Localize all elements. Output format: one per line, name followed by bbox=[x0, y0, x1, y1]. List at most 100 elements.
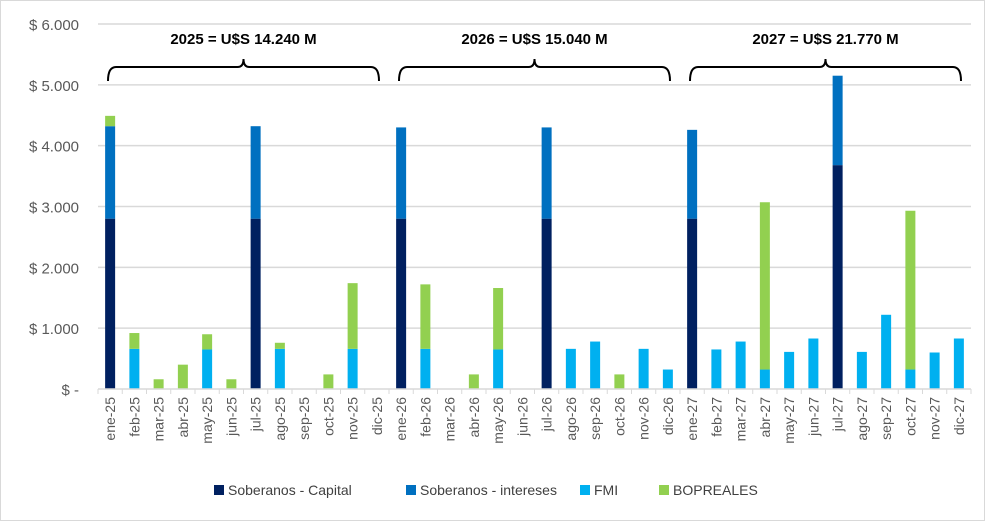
bar-bopreales-oct-26 bbox=[614, 374, 625, 389]
bar-fmi-feb-27 bbox=[711, 349, 722, 389]
x-tick-label: oct-27 bbox=[902, 397, 918, 436]
x-axis: ene-25 feb-25 mar-25 abr-25 may-25 jun-25 jul-… bbox=[97, 388, 972, 444]
bar-fmi-dic-27 bbox=[953, 338, 964, 389]
bar-fmi-jun-27 bbox=[808, 338, 819, 389]
x-tick-label: feb-26 bbox=[417, 397, 433, 437]
legend: Soberanos - Capital Soberanos - intereses… bbox=[214, 482, 758, 498]
x-tick-label: oct-25 bbox=[320, 397, 336, 436]
bar-bopreales-oct-25 bbox=[323, 374, 334, 389]
legend-swatch bbox=[214, 485, 224, 495]
legend-swatch bbox=[659, 485, 669, 495]
bar-soberanos-capital-jul-25 bbox=[250, 218, 261, 389]
bar-soberanos-intereses-ene-26 bbox=[396, 127, 407, 219]
bar-fmi-may-27 bbox=[784, 351, 795, 389]
bar-fmi-feb-26 bbox=[420, 348, 431, 389]
x-tick-label: feb-27 bbox=[708, 397, 724, 437]
bar-fmi-nov-25 bbox=[347, 348, 358, 389]
bar-bopreales-abr-26 bbox=[468, 374, 479, 389]
year-total-label: 2026 = U$S 15.040 M bbox=[461, 31, 607, 48]
bar-fmi-ago-27 bbox=[856, 351, 867, 389]
legend-swatch bbox=[406, 485, 416, 495]
x-tick-label: ene-26 bbox=[393, 397, 409, 441]
x-tick-label: mar-25 bbox=[151, 397, 167, 442]
x-tick-label: mar-27 bbox=[733, 397, 749, 442]
x-tick-label: dic-27 bbox=[951, 397, 967, 435]
year-bracket bbox=[107, 58, 380, 82]
x-tick-label: dic-25 bbox=[369, 397, 385, 435]
bar-soberanos-capital-jul-27 bbox=[832, 165, 843, 389]
bar-bopreales-ene-25 bbox=[105, 115, 116, 127]
x-tick-label: nov-25 bbox=[345, 397, 361, 440]
bar-bopreales-abr-27 bbox=[759, 202, 770, 370]
bar-soberanos-capital-ene-27 bbox=[687, 218, 698, 389]
x-tick-label: may-25 bbox=[199, 397, 215, 444]
bar-fmi-oct-27 bbox=[905, 369, 916, 389]
bar-bopreales-abr-25 bbox=[177, 364, 188, 389]
legend-swatch bbox=[580, 485, 590, 495]
x-tick-label: dic-26 bbox=[660, 397, 676, 435]
x-tick-label: abr-27 bbox=[757, 397, 773, 438]
bar-soberanos-intereses-ene-25 bbox=[105, 126, 116, 219]
bar-fmi-abr-27 bbox=[759, 369, 770, 389]
bar-soberanos-intereses-jul-26 bbox=[541, 127, 552, 219]
year-bracket bbox=[398, 58, 671, 82]
bar-bopreales-feb-26 bbox=[420, 284, 431, 349]
x-tick-label: jun-26 bbox=[514, 397, 530, 437]
bars bbox=[105, 75, 964, 389]
x-tick-label: abr-26 bbox=[466, 397, 482, 438]
bar-fmi-ago-25 bbox=[274, 348, 285, 389]
bar-bopreales-nov-25 bbox=[347, 283, 358, 349]
x-tick-label: ago-27 bbox=[854, 397, 870, 441]
x-tick-label: nov-27 bbox=[927, 397, 943, 440]
legend-label: FMI bbox=[594, 482, 618, 498]
y-tick-label: $ 1.000 bbox=[29, 321, 79, 338]
y-tick-label: $ 2.000 bbox=[29, 260, 79, 277]
x-tick-label: ene-27 bbox=[684, 397, 700, 441]
bar-soberanos-intereses-jul-27 bbox=[832, 75, 843, 166]
bar-fmi-sep-26 bbox=[590, 341, 601, 389]
x-tick-label: ene-25 bbox=[102, 397, 118, 441]
year-bracket bbox=[689, 58, 962, 82]
bar-fmi-may-26 bbox=[493, 349, 504, 389]
bar-bopreales-oct-27 bbox=[905, 210, 916, 370]
bar-soberanos-capital-jul-26 bbox=[541, 218, 552, 389]
bar-fmi-nov-26 bbox=[638, 348, 649, 389]
bar-fmi-may-25 bbox=[202, 349, 213, 389]
bar-bopreales-mar-25 bbox=[153, 379, 164, 389]
bar-fmi-nov-27 bbox=[929, 352, 940, 389]
x-tick-label: nov-26 bbox=[636, 397, 652, 440]
x-tick-label: mar-26 bbox=[442, 397, 458, 442]
x-tick-label: sep-27 bbox=[878, 397, 894, 440]
y-tick-label: $ 5.000 bbox=[29, 78, 79, 95]
bar-fmi-feb-25 bbox=[129, 348, 140, 389]
bar-soberanos-intereses-ene-27 bbox=[687, 129, 698, 219]
y-tick-label: $ 6.000 bbox=[29, 17, 79, 34]
x-tick-label: may-26 bbox=[490, 397, 506, 444]
x-tick-label: jun-25 bbox=[223, 397, 239, 437]
bar-soberanos-intereses-jul-25 bbox=[250, 126, 261, 219]
x-tick-label: jul-27 bbox=[830, 397, 846, 432]
bar-soberanos-capital-ene-26 bbox=[396, 218, 407, 389]
year-total-label: 2027 = U$S 21.770 M bbox=[752, 31, 898, 48]
year-annotations: 2025 = U$S 14.240 M 2026 = U$S 15.040 M 20… bbox=[107, 31, 962, 82]
x-tick-label: ago-25 bbox=[272, 397, 288, 441]
x-tick-label: jul-25 bbox=[248, 397, 264, 432]
year-total-label: 2025 = U$S 14.240 M bbox=[170, 31, 316, 48]
y-tick-label: $ - bbox=[61, 382, 79, 399]
y-tick-label: $ 4.000 bbox=[29, 139, 79, 156]
bar-fmi-mar-27 bbox=[735, 341, 746, 389]
legend-label: BOPREALES bbox=[673, 482, 758, 498]
x-tick-label: sep-26 bbox=[587, 397, 603, 440]
gridlines bbox=[98, 23, 971, 329]
bar-fmi-ago-26 bbox=[565, 348, 576, 389]
bar-fmi-dic-26 bbox=[662, 369, 673, 389]
x-tick-label: sep-25 bbox=[296, 397, 312, 440]
x-tick-label: jul-26 bbox=[539, 397, 555, 432]
bar-bopreales-ago-25 bbox=[274, 342, 285, 349]
bar-bopreales-may-26 bbox=[493, 288, 504, 350]
legend-label: Soberanos - intereses bbox=[420, 482, 557, 498]
bar-bopreales-jun-25 bbox=[226, 379, 237, 389]
x-tick-label: abr-25 bbox=[175, 397, 191, 438]
y-tick-label: $ 3.000 bbox=[29, 200, 79, 217]
